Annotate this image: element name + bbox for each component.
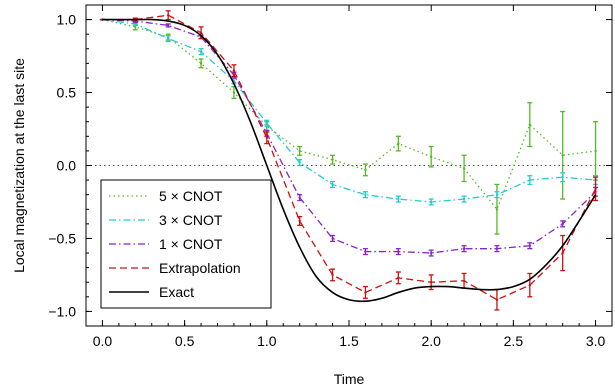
y-tick-label: −0.5	[48, 230, 76, 246]
error-bar	[363, 164, 368, 176]
y-tick-label: 0.5	[57, 85, 77, 101]
x-tick-label: 3.0	[586, 333, 606, 349]
error-bar	[560, 236, 565, 271]
data-point	[463, 198, 465, 200]
data-point	[200, 62, 202, 64]
data-point	[298, 196, 300, 198]
y-axis-title: Local magnetization at the last site	[11, 58, 27, 273]
error-bar	[396, 136, 401, 151]
data-point	[331, 237, 333, 239]
legend-label: 1 × CNOT	[159, 236, 223, 252]
data-point	[430, 156, 432, 158]
data-point	[233, 69, 235, 71]
series-line	[102, 20, 595, 202]
error-bar	[494, 192, 499, 198]
data-point	[529, 245, 531, 247]
error-bar	[462, 155, 467, 181]
error-bar	[199, 59, 204, 68]
data-point	[463, 280, 465, 282]
x-tick-label: 1.0	[257, 333, 277, 349]
x-tick-label: 0.5	[175, 333, 195, 349]
data-point	[496, 208, 498, 210]
data-point	[331, 158, 333, 160]
legend-label: 5 × CNOT	[159, 188, 223, 204]
data-point	[364, 291, 366, 293]
y-tick-label: 0.0	[57, 158, 77, 174]
data-point	[266, 122, 268, 124]
data-point	[364, 250, 366, 252]
error-bar	[527, 103, 532, 147]
y-tick-label: −1.0	[48, 303, 76, 319]
data-point	[496, 247, 498, 249]
data-point	[167, 14, 169, 16]
error-bar	[363, 287, 368, 299]
x-tick-label: 2.5	[504, 333, 524, 349]
data-point	[397, 277, 399, 279]
data-point	[529, 284, 531, 286]
x-tick-label: 2.0	[421, 333, 441, 349]
legend: 5 × CNOT 3 × CNOT 1 × CNOT Extrapolation Exa…	[101, 180, 271, 308]
data-point	[561, 176, 563, 178]
data-point	[167, 24, 169, 26]
data-point	[266, 137, 268, 139]
data-point	[298, 161, 300, 163]
data-point	[397, 250, 399, 252]
data-point	[298, 220, 300, 222]
error-bar	[527, 273, 532, 296]
data-point	[430, 252, 432, 254]
data-point	[496, 299, 498, 301]
data-point	[331, 183, 333, 185]
error-bar	[494, 290, 499, 310]
error-bar	[593, 122, 598, 180]
data-point	[529, 123, 531, 125]
x-tick-label: 0.0	[93, 333, 113, 349]
data-point	[496, 193, 498, 195]
data-point	[298, 150, 300, 152]
data-point	[594, 150, 596, 152]
data-point	[430, 201, 432, 203]
legend-label: 3 × CNOT	[159, 212, 223, 228]
data-point	[463, 247, 465, 249]
error-bar	[166, 11, 171, 20]
legend-label: Extrapolation	[159, 260, 241, 276]
x-axis-title: Time	[334, 371, 365, 387]
x-tick-label: 1.5	[339, 333, 359, 349]
data-point	[331, 274, 333, 276]
data-point	[529, 179, 531, 181]
data-point	[200, 50, 202, 52]
data-point	[364, 193, 366, 195]
data-point	[561, 223, 563, 225]
legend-label: Exact	[159, 284, 194, 300]
data-point	[200, 32, 202, 34]
error-bar	[429, 147, 434, 167]
data-point	[463, 167, 465, 169]
data-point	[594, 188, 596, 190]
data-point	[397, 198, 399, 200]
series-3-cnot	[100, 18, 598, 205]
data-point	[167, 37, 169, 39]
data-point	[561, 154, 563, 156]
y-tick-label: 1.0	[57, 12, 77, 28]
data-point	[397, 142, 399, 144]
data-point	[430, 281, 432, 283]
data-point	[561, 252, 563, 254]
data-point	[364, 169, 366, 171]
data-point	[233, 91, 235, 93]
